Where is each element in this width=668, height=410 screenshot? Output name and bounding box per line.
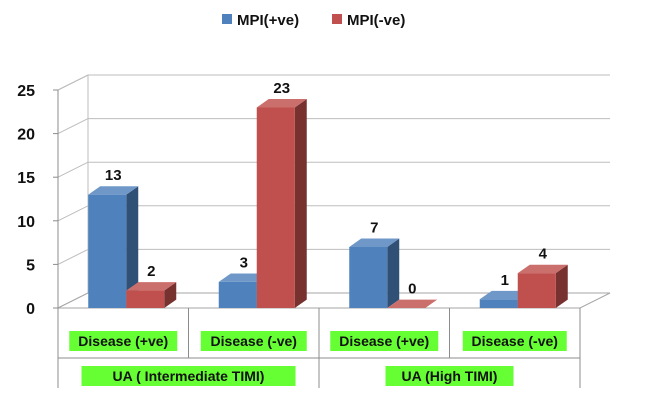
group-label: UA (High TIMI)	[402, 368, 498, 384]
bar	[88, 186, 139, 308]
gridline-diagonal	[57, 205, 89, 222]
gridlines	[57, 74, 610, 265]
bar-side	[294, 99, 307, 308]
data-label: 3	[240, 254, 248, 271]
category-label-background	[200, 331, 307, 351]
bar-top	[479, 290, 530, 300]
legend-label: MPI(-ve)	[347, 12, 405, 29]
group-label-background	[81, 366, 296, 386]
group-label-background	[385, 366, 514, 386]
bar-front	[517, 273, 556, 308]
bar-top	[387, 299, 438, 308]
gridline-diagonal	[57, 161, 89, 178]
category-label: Disease (+ve)	[78, 333, 168, 349]
y-tick-label: 20	[17, 127, 35, 144]
y-tick-label: 5	[26, 257, 35, 274]
legend-swatch	[332, 14, 342, 24]
x-axis: Disease (+ve) Disease (-ve) Disease (+ve) D…	[57, 308, 581, 388]
bar-top	[218, 273, 269, 282]
bar	[256, 99, 307, 308]
data-label: 23	[273, 80, 290, 97]
category-label-background	[69, 331, 178, 351]
legend-swatch	[222, 14, 232, 24]
data-label: 1	[501, 272, 509, 289]
y-tick-label: 25	[17, 83, 35, 100]
bar-front	[479, 299, 518, 308]
category-label: Disease (+ve)	[339, 333, 429, 349]
y-axis: 0 5 10 15 20 25	[17, 83, 59, 318]
category-label: Disease (-ve)	[472, 333, 558, 349]
bar	[517, 264, 568, 308]
bar	[349, 238, 400, 308]
gridline-diagonal	[57, 118, 89, 135]
y-tick-label: 15	[17, 170, 35, 187]
bar-top	[517, 264, 568, 274]
bar-side	[126, 186, 139, 308]
data-label: 0	[408, 281, 416, 298]
bar-front	[349, 246, 388, 308]
gridline-diagonal	[57, 248, 89, 265]
group-label: UA ( Intermediate TIMI)	[113, 368, 265, 384]
bar-top	[349, 238, 400, 247]
legend-label: MPI(+ve)	[237, 12, 299, 29]
bar-side	[555, 264, 568, 308]
bar-front	[256, 107, 295, 308]
category-label-background	[462, 331, 567, 351]
legend: MPI(+ve) MPI(-ve)	[222, 12, 405, 29]
bar-front	[126, 290, 165, 308]
data-label: 13	[105, 167, 122, 184]
side-wall	[57, 74, 89, 309]
gridline-diagonal	[57, 74, 89, 91]
bar-top	[256, 99, 307, 108]
bar-front	[218, 281, 257, 308]
bar	[387, 299, 438, 308]
bar	[126, 282, 177, 308]
data-label: 2	[147, 263, 155, 280]
y-tick-label: 0	[26, 301, 35, 318]
category-label-background	[330, 331, 439, 351]
data-label: 4	[539, 246, 548, 263]
data-label: 7	[370, 220, 378, 237]
bar-top	[88, 186, 139, 195]
bars	[88, 99, 568, 308]
category-label: Disease (-ve)	[211, 333, 297, 349]
bar-top	[126, 282, 177, 291]
bar-side	[387, 238, 400, 308]
bar-front	[88, 194, 127, 308]
bar-side	[164, 282, 177, 308]
y-tick-label: 10	[17, 214, 35, 231]
